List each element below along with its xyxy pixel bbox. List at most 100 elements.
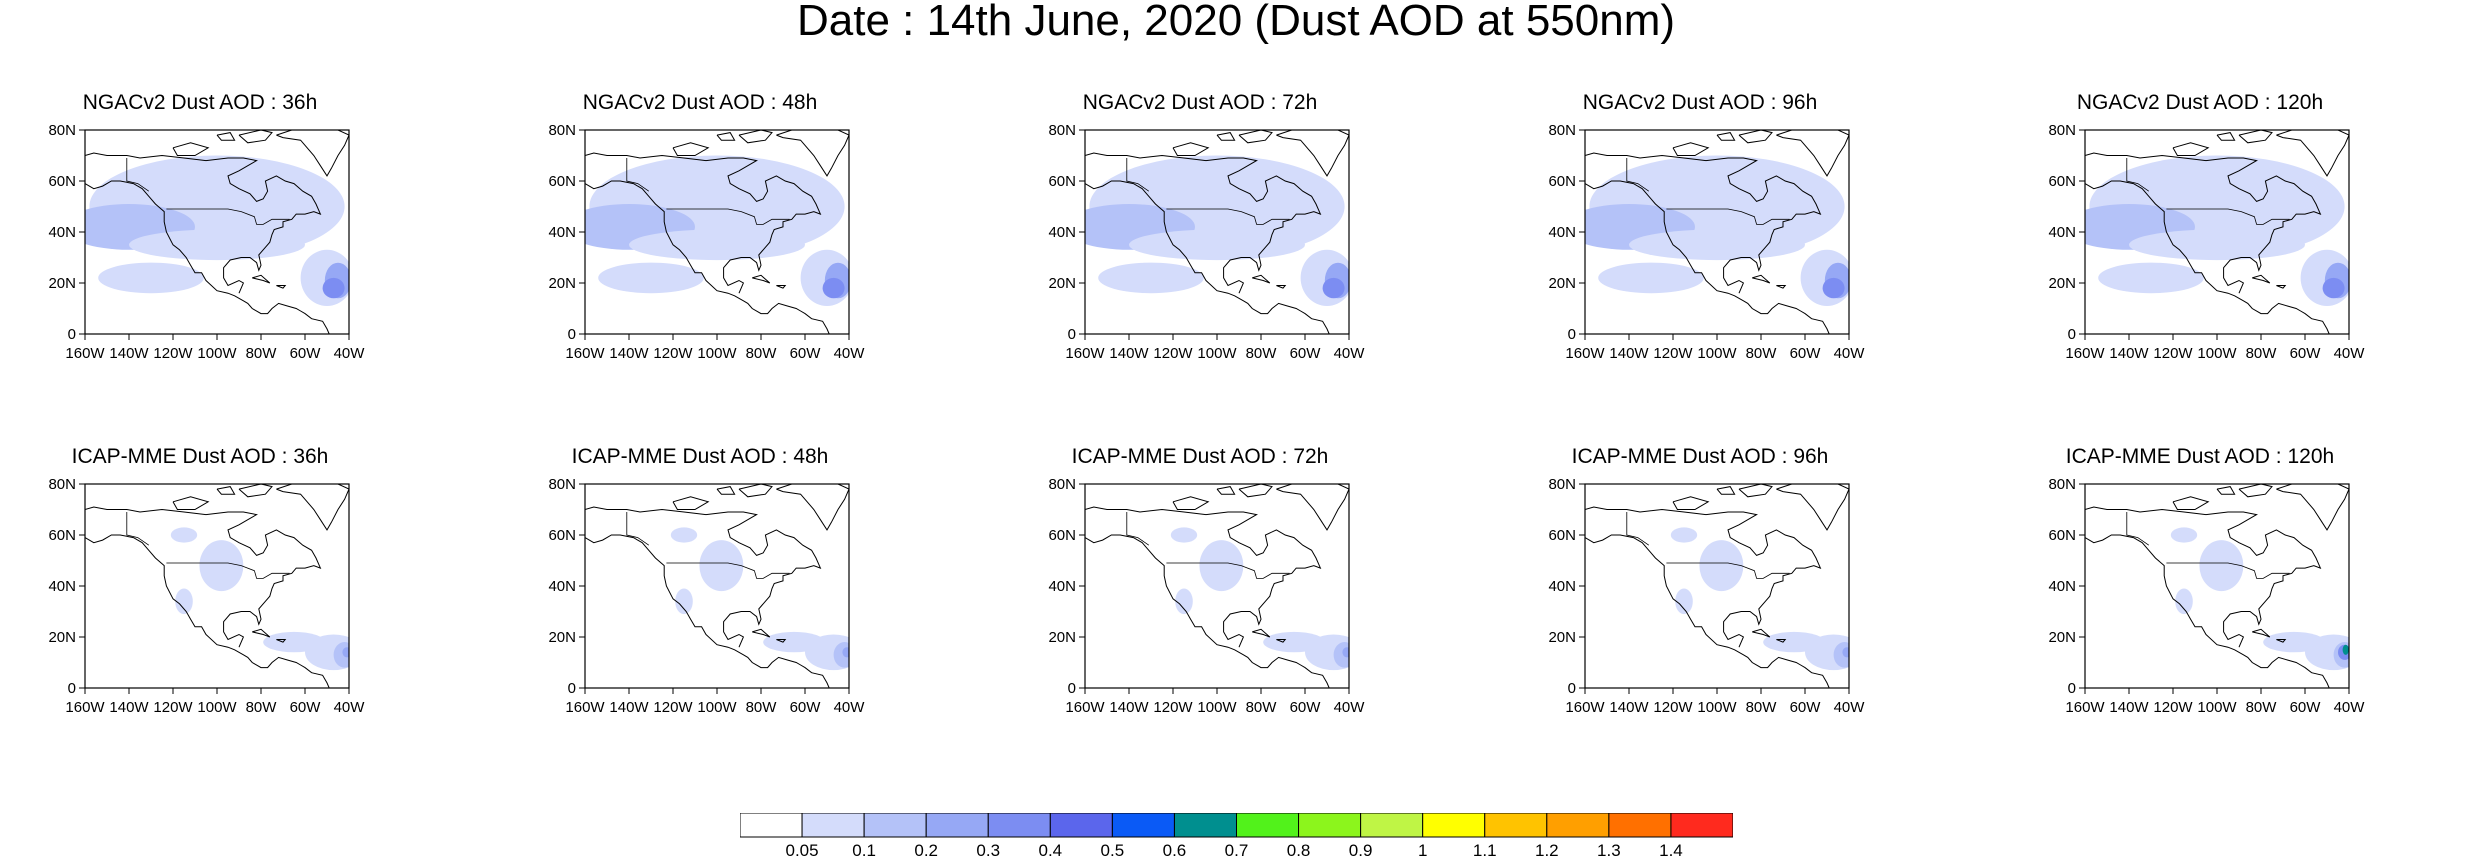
lat-tick-label: 40N [1548,224,1576,241]
map-plot: 0 20N 40N 60N 80N 160W 140W 120W 100W 80W 60W 40W [1548,122,1866,362]
colorbar-label: 0.7 [1225,841,1249,857]
coastline [276,484,349,531]
lon-tick-label: 60W [290,699,322,716]
colorbar-label: 0.2 [914,841,938,857]
lat-tick-label: 80N [1548,122,1576,139]
map-panel: NGACv2 Dust AOD : 36h 0 20N 40N 60N 80N 160W 14… [48,88,365,366]
lon-tick-label: 80W [2246,699,2278,716]
lat-tick-label: 40N [1048,224,1076,241]
lat-tick-label: 80N [2048,476,2076,493]
lon-tick-label: 140W [109,345,149,362]
lat-tick-label: 0 [2068,680,2076,697]
lat-tick-label: 60N [2048,527,2076,544]
coastline [1585,534,1830,688]
coastline [2252,628,2271,638]
coastline [1585,152,1822,294]
coastline [1776,130,1849,177]
lon-tick-label: 80W [246,699,278,716]
country-border [1126,158,1150,192]
coastline [1776,285,1787,289]
dust-aod-area [2263,631,2325,653]
country-border [626,158,650,192]
country-border [166,562,290,579]
coastline [276,639,287,643]
lon-tick-label: 120W [653,699,693,716]
lat-tick-label: 20N [1548,275,1576,292]
coastline [1276,484,1349,531]
coastline [1276,285,1287,289]
coastline [585,152,822,294]
country-border [1166,208,1290,225]
coastline [172,142,210,156]
lon-tick-label: 100W [1697,699,1737,716]
dust-aod-area [1170,527,1198,543]
dust-aod-area [670,527,698,543]
lat-tick-label: 0 [68,680,76,697]
lat-tick-label: 20N [2048,629,2076,646]
lon-tick-label: 80W [1246,699,1278,716]
lat-tick-label: 40N [548,578,576,595]
colorbar-label: 0.4 [1038,841,1062,857]
colorbar-label: 0.3 [976,841,1000,857]
coastline [2085,180,2330,334]
coastline [85,180,330,334]
country-border [2166,562,2290,579]
lon-tick-label: 120W [2153,345,2193,362]
colorbar-swatch [740,813,803,838]
coastline [2216,486,2236,495]
lon-tick-label: 60W [1290,345,1322,362]
lat-tick-label: 40N [2048,224,2076,241]
colorbar-swatch [863,813,927,838]
dust-aod-area [1842,647,1849,658]
coastline [252,628,271,638]
coastline [238,484,273,498]
coastline [2085,534,2330,688]
lon-tick-label: 120W [2153,699,2193,716]
coastline [2085,506,2322,648]
coastline [1276,639,1287,643]
dust-aod-area [1199,540,1244,592]
colorbar-swatch [925,813,989,838]
country-border [1126,512,1150,546]
lon-tick-label: 120W [1153,345,1193,362]
lon-tick-label: 100W [1197,699,1237,716]
coastline [738,130,773,144]
lon-tick-label: 100W [2197,345,2237,362]
dust-aod-area [1322,277,1345,299]
coastline [585,506,822,648]
coastline [776,130,849,177]
map-plot: 0 20N 40N 60N 80N 160W 140W 120W 100W 80W 60W 40W [2048,122,2365,362]
colorbar-label: 0.5 [1101,841,1125,857]
lon-tick-label: 140W [2109,345,2149,362]
lon-tick-label: 100W [1697,345,1737,362]
lat-tick-label: 60N [1048,527,1076,544]
coastline [716,486,736,495]
map-panel: NGACv2 Dust AOD : 120h 0 20N 40N 60N 80N 160W 1… [2048,88,2365,366]
colorbar-swatch [1608,813,1672,838]
lon-tick-label: 160W [65,699,105,716]
map-panel: NGACv2 Dust AOD : 72h 0 20N 40N 60N 80N 160W 14… [1048,88,1365,366]
lon-tick-label: 60W [790,699,822,716]
map-plot: 0 20N 40N 60N 80N 160W 140W 120W 100W 80W 60W 40W [548,476,865,716]
map-plot: 0 20N 40N 60N 80N 160W 140W 120W 100W 80W 60W 40W [1048,122,1365,362]
coastline [585,180,830,334]
country-border [2126,158,2150,192]
map-plot: 0 20N 40N 60N 80N 160W 140W 120W 100W 80W 60W 40W [48,476,365,716]
lon-tick-label: 120W [1653,699,1693,716]
map-panel: ICAP-MME Dust AOD : 72h 0 20N 40N 60N 80N 160W… [1048,442,1365,720]
lat-tick-label: 0 [1068,680,1076,697]
panel-title: NGACv2 Dust AOD : 36h [82,91,318,114]
colorbar-label: 0.8 [1287,841,1311,857]
panel-title: ICAP-MME Dust AOD : 36h [71,445,329,468]
colorbar-swatch [1360,813,1424,838]
lat-tick-label: 40N [48,578,76,595]
dust-aod-area [98,262,204,294]
lon-tick-label: 140W [1109,345,1149,362]
coastline [85,506,322,648]
dust-aod-area [1098,262,1204,294]
lon-tick-label: 40W [1834,345,1866,362]
lon-tick-label: 140W [109,699,149,716]
map-plot: 0 20N 40N 60N 80N 160W 140W 120W 100W 80W 60W 40W [2048,476,2365,716]
colorbar-label: 1.2 [1535,841,1559,857]
colorbar-swatch [1298,813,1362,838]
